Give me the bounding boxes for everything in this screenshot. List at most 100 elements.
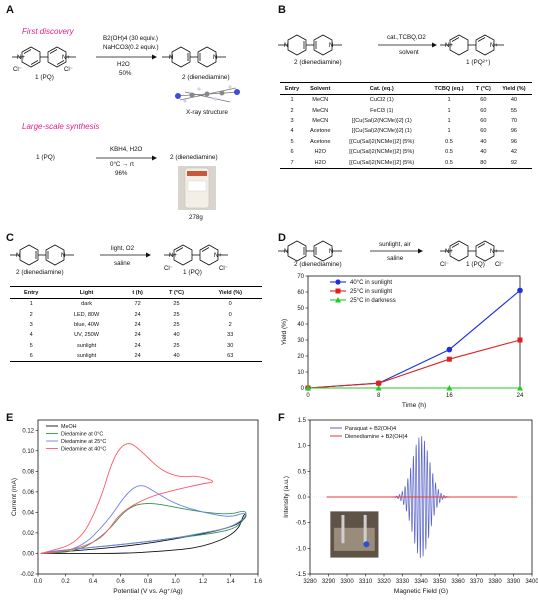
table-row: 2 MeCN FeCl3 (1) 1 60 55 [280,105,532,115]
x-tick-label: 3320 [377,579,391,585]
table-cell: 3 [29,321,33,328]
photo-mass: 278g [189,214,203,221]
panel-label-c: C [6,232,14,244]
col-time: t (h) [120,286,155,299]
y-tick-label: 0.06 [22,490,34,496]
table-cell: 4 [290,128,294,135]
panel-d-scheme: N N N+ N+ Cl⁻ Cl⁻ [278,240,504,268]
y-tick-label: 1.0 [298,444,307,450]
panel-b-scheme: N N N+ N+ [278,34,504,56]
panel-label-e: E [6,412,14,424]
svg-text:N: N [16,253,20,259]
table-cell: 40 [480,149,487,156]
c-reagent: light, O2 [111,245,135,252]
panel-c-scheme: N N N+ N+ Cl⁻ Cl⁻ [10,244,228,272]
legend-marker [335,297,341,303]
table-cell: 5 [29,342,33,349]
xray-caption: X-ray structure [186,109,228,116]
y-tick-label: 10 [297,370,304,376]
table-cell: 2 [290,107,294,114]
table-cell: FeCl3 (1) [370,107,394,114]
chart-f-epr-spectrum: 3280 3290 3300 3310 3320 3330 3340 3350 3360 3370… [283,418,538,595]
table-row: 4 UV, 250W 24 40 33 [10,330,262,340]
col-temperature: T (°C) [470,82,496,95]
series-line-1 [307,339,521,389]
table-cell: 72 [134,301,141,308]
x-axis-label: Potential (V vs. Ag⁺/Ag) [113,588,182,595]
table-cell: 24 [134,311,141,318]
col-yield: Yield (%) [495,82,532,95]
y-tick-label: 20 [297,354,304,360]
y-tick-label: 0.02 [22,531,34,537]
table-cell: 92 [495,157,532,169]
table-cell: dark [81,301,93,308]
svg-text:N+: N+ [445,43,453,49]
inset-photo [330,511,379,558]
chart-d-yield-vs-time: 0 8 16 24 0 10 20 30 40 50 60 70 Time (h) Yield (%) 40… [281,274,524,409]
table-cell: UV, 250W [74,332,100,339]
table-cell: H2O [304,157,337,169]
table-cell: 24 [134,332,141,339]
legend-marker [335,288,341,294]
x-tick-label: 3340 [414,579,428,585]
table-cell: 1 [447,128,451,135]
table-cell: 25 [173,321,180,328]
table-cell: [{Cu(Sal)2(NCMe)}2] (1) [351,117,412,124]
table-cell: 42 [510,149,518,156]
y-tick-label: 60 [297,290,304,296]
x-tick-label: 0 [306,393,310,399]
y-tick-label: 0.0 [298,495,307,501]
y-tick-label: -0.02 [20,572,34,578]
table-cell: [{Cu(Sal)2(NCMe)}2] (1) [351,128,412,135]
table-cell: Acetone [309,138,331,145]
inset-photo-bench [334,527,375,551]
series-line-0 [307,289,521,389]
table-cell: 2 [228,321,232,328]
y-tick-label: 50 [297,306,304,312]
data-point [305,385,311,391]
data-point [376,380,382,386]
c-chloride-right: Cl⁻ [219,266,228,272]
table-row: 3 blue, 40W 24 25 2 [10,320,262,330]
x-tick-label: 8 [377,393,381,399]
d-reagent: sunlight, air [379,241,411,248]
table-cell: 1 [447,107,451,114]
table-cell: 80 [470,157,496,169]
table-cell: 3 [290,117,294,124]
table-cell: [{Cu(Sal)2(NCMe)}2] (5%) [349,149,415,156]
data-point [446,346,453,353]
table-cell: 2 [29,311,33,318]
svg-text:N: N [61,253,65,259]
table-row: 6 H2O [{Cu(Sal)2(NCMe)}2] (5%) 0.5 40 42 [280,147,532,157]
cv-curve-3 [40,443,214,554]
y-axis-label: Intensity (a.u.) [283,476,290,518]
x-tick-label: 3360 [451,579,465,585]
large-yield: 96% [115,170,128,177]
svg-text:N: N [213,55,217,61]
table-row: 6 sunlight 24 40 63 [10,350,262,363]
c-chloride-left: Cl⁻ [164,266,173,272]
legend-label: Diedamine at 40°C [61,447,106,453]
table-cell: 0 [228,301,232,308]
x-tick-label: 3280 [303,579,317,585]
y-tick-label: 0.5 [298,469,307,475]
table-cell: MeCN [312,107,329,114]
table-row: 1 dark 72 25 0 [10,299,262,310]
table-cell: 40 [154,350,199,363]
table-cell: 0.5 [445,138,453,145]
col-temperature: T (°C) [154,286,199,299]
svg-text:N+: N+ [445,249,453,255]
y-tick-label: 0 [301,386,305,392]
table-row: 3 MeCN [{Cu(Sal)2(NCMe)}2] (1) 1 60 70 [280,116,532,126]
y-tick-label: 1.5 [298,418,307,424]
table-cell: 24 [120,350,155,363]
col-entry: Entry [280,82,305,95]
table-cell: LED, 80W [73,311,100,318]
inset-vial-right [363,514,367,544]
table-cell: H2O [314,149,326,156]
x-tick-label: 1.2 [199,579,208,585]
y-tick-label: 0.00 [22,551,34,557]
col-entry: Entry [10,286,53,299]
data-point [517,385,523,391]
x-tick-label: 3290 [322,579,336,585]
